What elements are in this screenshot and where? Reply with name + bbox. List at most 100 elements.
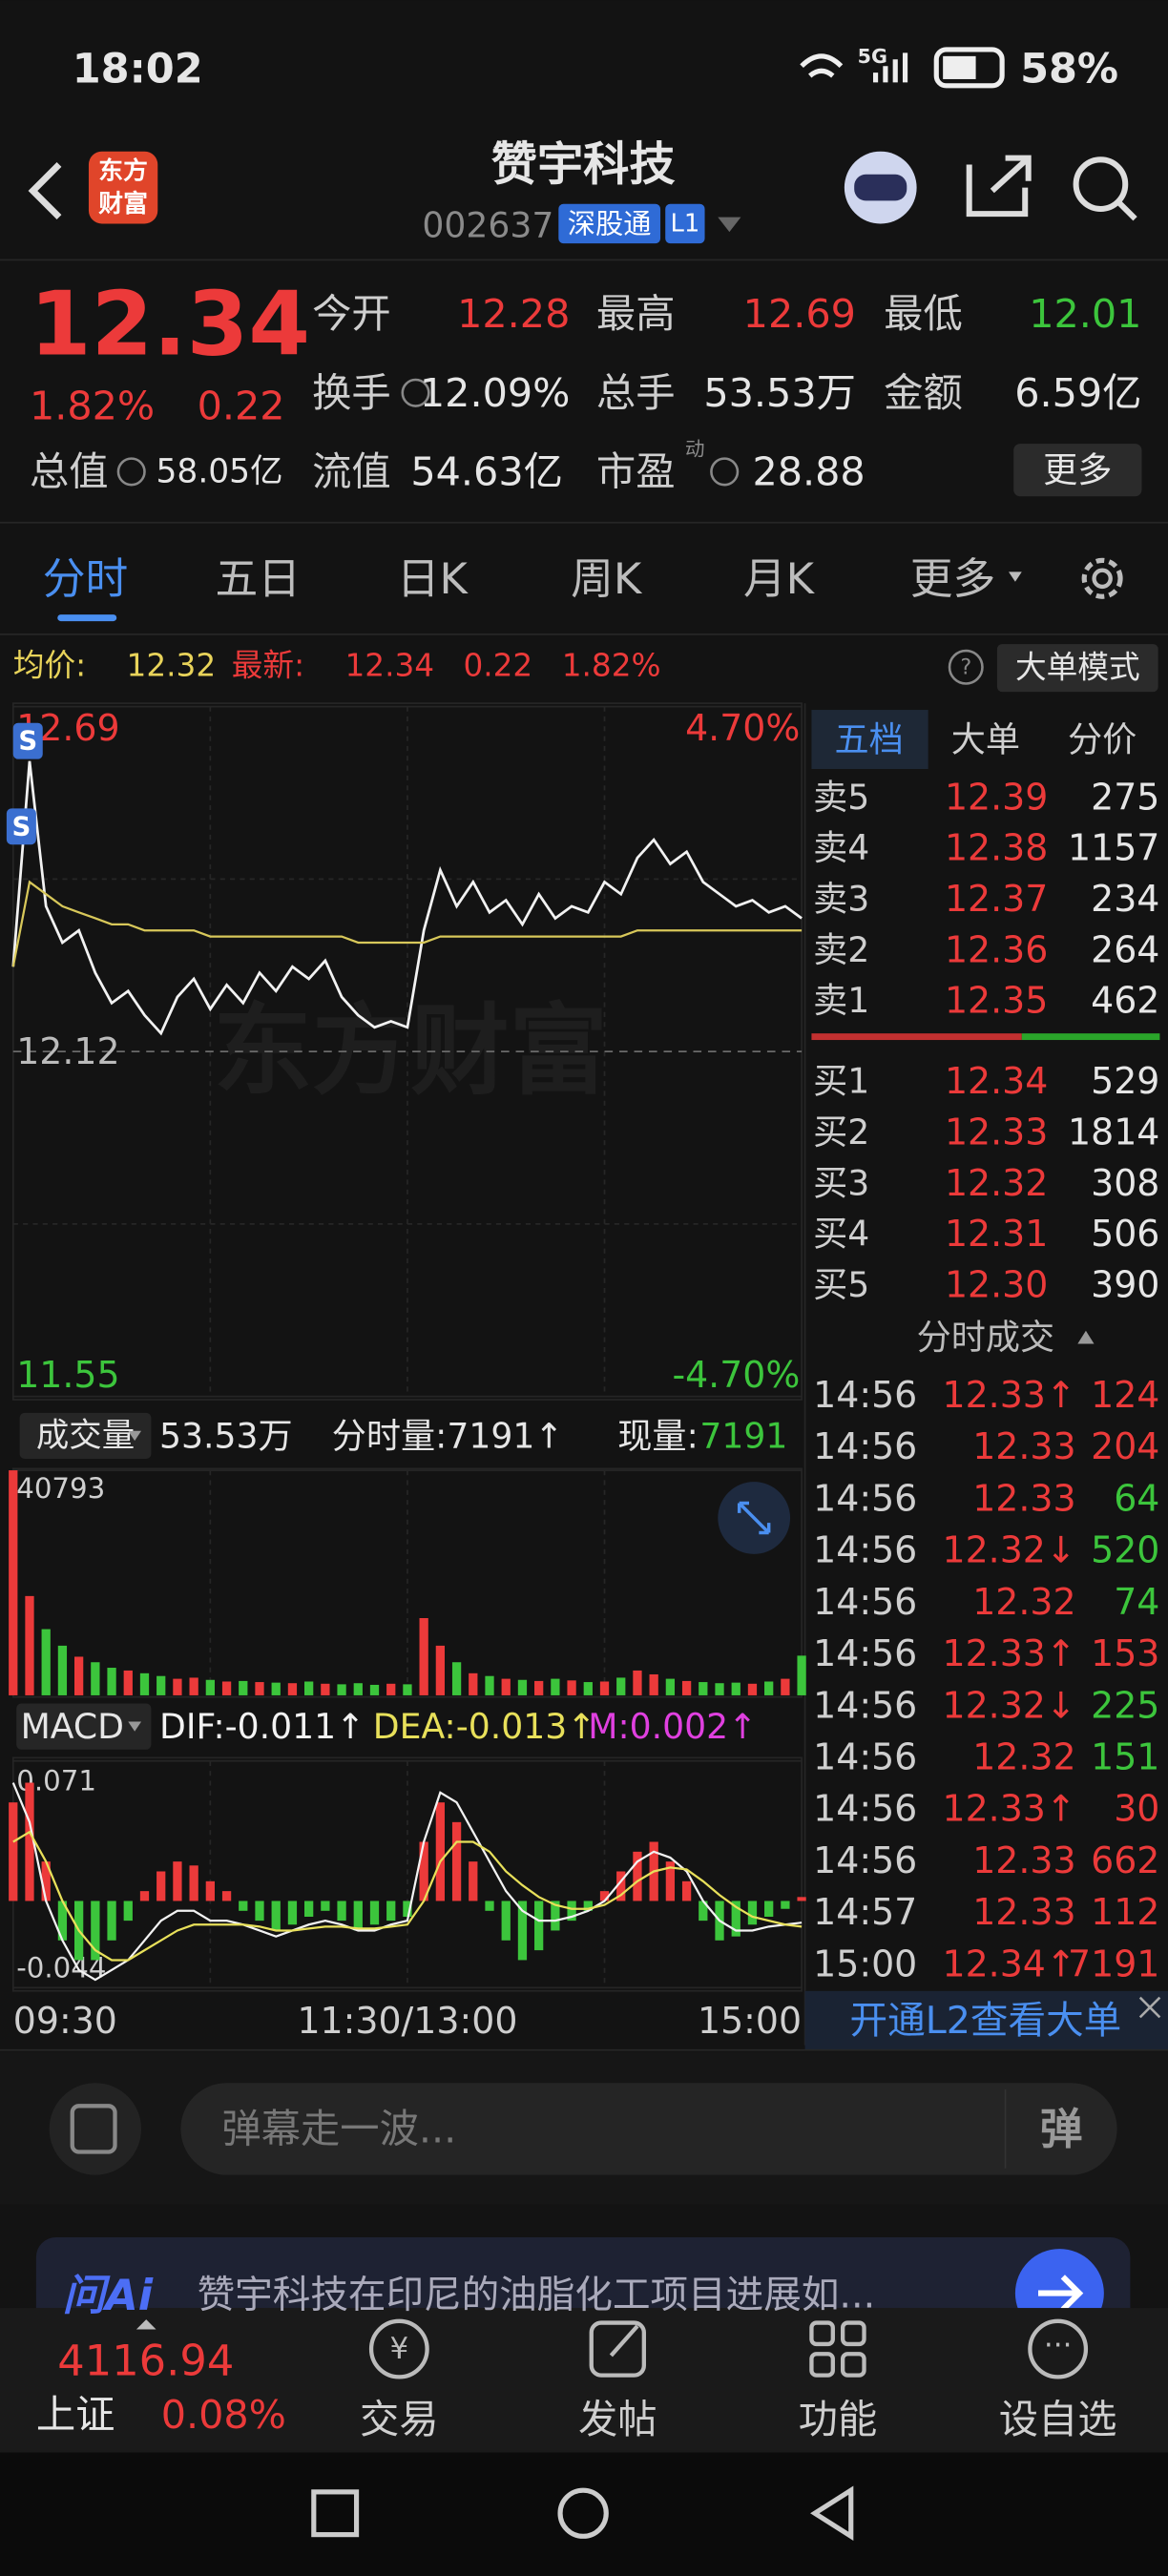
macd-bar: [567, 1901, 576, 1922]
indicator-name[interactable]: MACD: [21, 1706, 124, 1747]
macd-bar: [435, 1802, 446, 1901]
book-tab[interactable]: 分价: [1068, 719, 1137, 760]
macd-bar: [403, 1901, 412, 1917]
macd-bar: [551, 1901, 560, 1931]
field-label: 流值: [312, 448, 391, 494]
volume-bar: [353, 1683, 363, 1695]
macd-bar: [304, 1901, 314, 1917]
change-pct: 1.82%: [30, 384, 155, 429]
tab[interactable]: 五日: [216, 553, 302, 604]
tab[interactable]: 日K: [397, 553, 469, 604]
macd-bar: [731, 1901, 740, 1937]
field-value: 54.63亿: [410, 448, 563, 494]
share-icon[interactable]: [966, 155, 1032, 218]
settings-icon: [1092, 568, 1113, 590]
more-icon: ···: [1044, 2329, 1073, 2363]
mode-button-text[interactable]: 大单模式: [1015, 649, 1140, 685]
more-button-text[interactable]: 更多: [1043, 449, 1112, 490]
trade-volume: 204: [1091, 1425, 1159, 1467]
more-button[interactable]: [1013, 444, 1142, 497]
volume-bar: [649, 1673, 658, 1695]
tag: L1: [670, 209, 699, 238]
info-icon[interactable]: [710, 457, 740, 487]
macd-bar: [287, 1901, 298, 1925]
macd-bar: [205, 1880, 215, 1901]
settings-icon[interactable]: [1081, 557, 1123, 599]
book-volume: 390: [1091, 1264, 1159, 1306]
volume-bar: [369, 1684, 380, 1695]
expand-icon[interactable]: [136, 2319, 156, 2330]
pct-label: 4.70%: [685, 707, 800, 749]
x-tick-label: 09:30: [13, 2000, 117, 2042]
dea-label: DEA:-0.013↑: [373, 1706, 596, 1747]
trade-volume: 520: [1091, 1529, 1159, 1571]
period-volume: 分时量:7191↑: [332, 1415, 564, 1456]
l2-banner[interactable]: [804, 1990, 1168, 2050]
volume-bar: [599, 1681, 610, 1695]
book-level: 卖3: [813, 879, 869, 920]
book-volume: 308: [1091, 1162, 1159, 1204]
volume-bar: [616, 1677, 626, 1695]
mode-button[interactable]: [996, 644, 1158, 693]
nav-item[interactable]: 发帖: [578, 2397, 657, 2442]
book-tab[interactable]: 五档: [835, 719, 904, 760]
status-network: 5G: [858, 45, 887, 68]
trade-marker[interactable]: [6, 808, 36, 845]
macd-bar: [173, 1861, 182, 1901]
nav-item[interactable]: 交易: [360, 2397, 439, 2442]
robot-face: [854, 174, 907, 201]
home-button[interactable]: [557, 2487, 609, 2539]
book-tab[interactable]: 大单: [951, 719, 1020, 760]
info-icon[interactable]: [116, 457, 146, 487]
nav-item[interactable]: 功能: [799, 2397, 878, 2442]
trade-price: 12.33: [972, 1425, 1075, 1467]
tab[interactable]: 更多: [910, 553, 996, 604]
help-icon: ?: [960, 654, 971, 679]
stock-code: 002637: [422, 205, 553, 246]
volume-bar: [255, 1682, 264, 1695]
volume-bar: [337, 1684, 346, 1695]
trade-marker[interactable]: [12, 722, 43, 759]
latest-change-pct: 1.82%: [562, 648, 661, 684]
macd-bar: [25, 1782, 34, 1901]
recents-button[interactable]: [311, 2489, 360, 2538]
indicator-select[interactable]: [16, 1703, 152, 1750]
tab[interactable]: 分时: [43, 553, 129, 604]
trade-volume: 153: [1091, 1632, 1159, 1674]
volume-bar: [123, 1670, 133, 1695]
indicator-name[interactable]: 成交量: [36, 1417, 135, 1455]
trades-title[interactable]: 分时成交: [917, 1317, 1055, 1358]
volume-bar: [485, 1675, 494, 1695]
comment-icon[interactable]: [49, 2083, 142, 2175]
field-value: 12.69: [743, 291, 856, 337]
nav-item[interactable]: 设自选: [999, 2397, 1117, 2442]
volume-bar: [435, 1645, 446, 1695]
close-icon[interactable]: [1138, 1996, 1161, 2019]
macd-bar: [419, 1841, 428, 1901]
tab[interactable]: 月K: [743, 553, 816, 604]
indicator-select[interactable]: [19, 1412, 152, 1460]
ad-text: 赞宇科技在印尼的油脂化工项目进展如...: [198, 2273, 876, 2316]
tab[interactable]: 周K: [571, 553, 643, 604]
help-icon[interactable]: [948, 649, 984, 685]
macd-bar: [321, 1901, 330, 1911]
back-button[interactable]: [28, 162, 62, 220]
change: 0.22: [198, 384, 285, 429]
book-ratio-ask: [811, 1033, 1022, 1041]
info-icon[interactable]: [401, 378, 430, 407]
x-tick-label: 11:30/13:00: [297, 2000, 517, 2042]
macd-bar: [665, 1861, 676, 1901]
volume-bar: [189, 1677, 198, 1695]
danmaku-toggle[interactable]: 弹: [1040, 2104, 1083, 2154]
dropdown[interactable]: [718, 217, 741, 233]
l2-link[interactable]: 开通L2查看大单: [850, 1999, 1122, 2043]
sort-icon: [1077, 1330, 1095, 1344]
book-price: 12.30: [945, 1264, 1048, 1306]
macd-bar: [681, 1880, 692, 1901]
comment-input[interactable]: [180, 2083, 1117, 2175]
trade-volume: 64: [1114, 1477, 1159, 1519]
macd-bar: [534, 1901, 544, 1951]
logo: [88, 151, 158, 224]
search-icon[interactable]: [1073, 156, 1129, 212]
back-button[interactable]: [810, 2485, 854, 2542]
